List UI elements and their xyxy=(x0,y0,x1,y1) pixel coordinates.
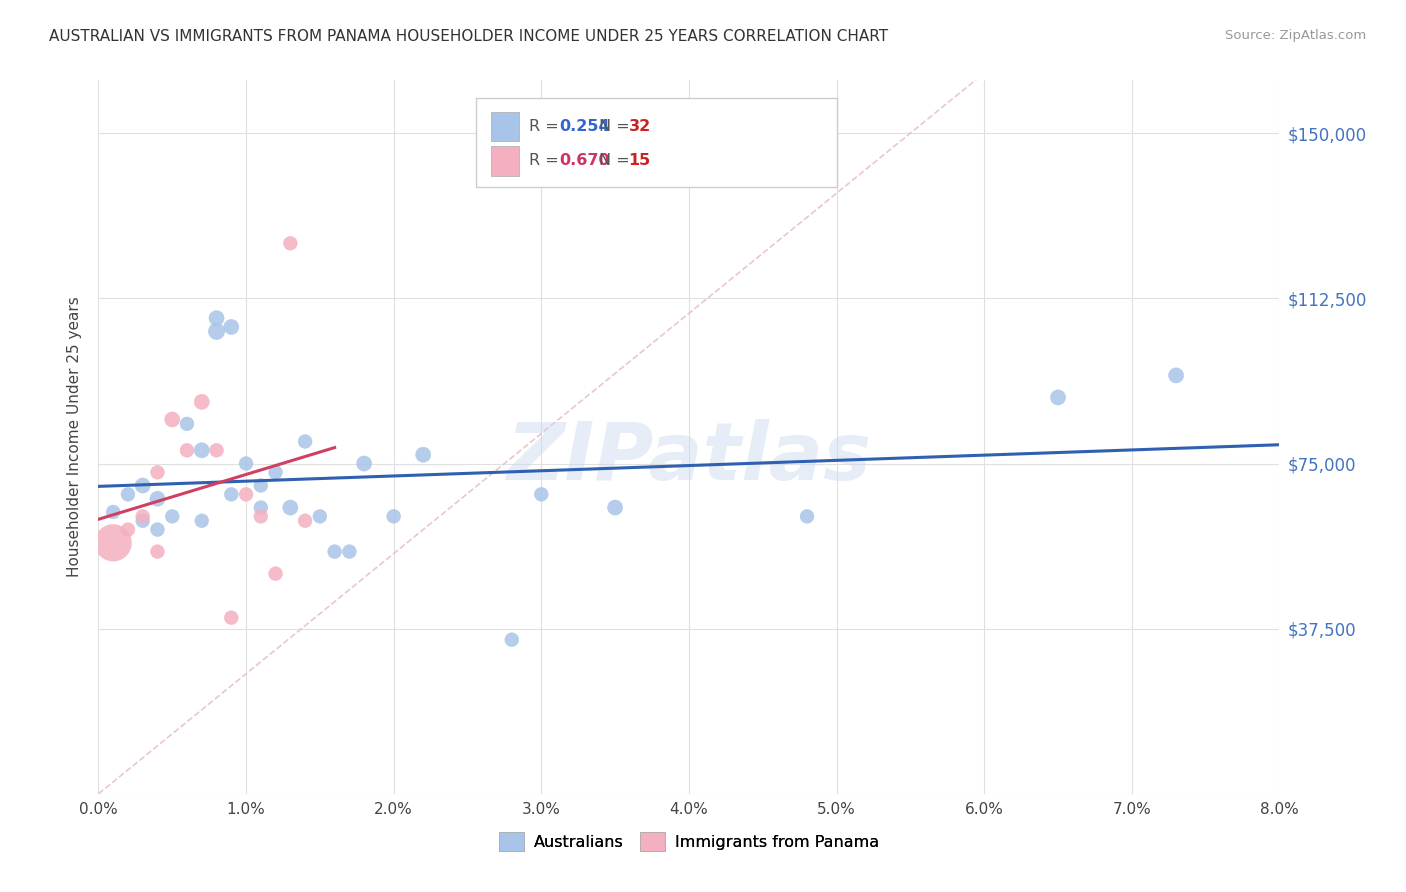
Point xyxy=(235,487,257,501)
Point xyxy=(382,509,405,524)
Point xyxy=(132,478,155,492)
Point xyxy=(146,491,169,506)
Text: 32: 32 xyxy=(628,119,651,134)
Legend: Australians, Immigrants from Panama: Australians, Immigrants from Panama xyxy=(492,826,886,857)
Text: 15: 15 xyxy=(628,153,651,169)
Point xyxy=(146,544,169,558)
Text: ZIPatlas: ZIPatlas xyxy=(506,419,872,498)
Point xyxy=(146,466,169,480)
Point xyxy=(205,311,228,326)
Point xyxy=(250,509,273,524)
Text: R =: R = xyxy=(529,119,564,134)
Point xyxy=(221,610,243,624)
Text: AUSTRALIAN VS IMMIGRANTS FROM PANAMA HOUSEHOLDER INCOME UNDER 25 YEARS CORRELATI: AUSTRALIAN VS IMMIGRANTS FROM PANAMA HOU… xyxy=(49,29,889,44)
Point xyxy=(176,417,198,431)
Point xyxy=(323,544,346,558)
Point xyxy=(205,443,228,458)
Text: 0.254: 0.254 xyxy=(560,119,610,134)
Bar xyxy=(491,146,519,176)
Point xyxy=(412,448,434,462)
Point xyxy=(132,509,155,524)
Point xyxy=(191,443,214,458)
Point xyxy=(501,632,523,647)
FancyBboxPatch shape xyxy=(477,98,837,187)
Text: R =: R = xyxy=(529,153,564,169)
Point xyxy=(146,523,169,537)
Point xyxy=(294,514,316,528)
Point xyxy=(176,443,198,458)
Text: N =: N = xyxy=(599,153,636,169)
Point xyxy=(205,324,228,338)
Point xyxy=(235,457,257,471)
Point xyxy=(353,457,375,471)
Text: 0.670: 0.670 xyxy=(560,153,610,169)
Point xyxy=(530,487,553,501)
Point xyxy=(132,514,155,528)
Y-axis label: Householder Income Under 25 years: Householder Income Under 25 years xyxy=(67,297,83,577)
Point xyxy=(191,394,214,409)
Point xyxy=(796,509,818,524)
Point xyxy=(605,500,627,515)
Point xyxy=(103,536,125,550)
Point xyxy=(339,544,361,558)
Point xyxy=(191,514,214,528)
Point xyxy=(162,412,183,426)
Point xyxy=(250,478,273,492)
Point xyxy=(221,487,243,501)
Point xyxy=(280,500,302,515)
Point xyxy=(1046,391,1070,405)
Point xyxy=(103,505,125,519)
Point xyxy=(280,236,302,251)
Text: N =: N = xyxy=(599,119,636,134)
Text: Source: ZipAtlas.com: Source: ZipAtlas.com xyxy=(1226,29,1367,42)
Point xyxy=(250,500,273,515)
Point xyxy=(1166,368,1188,383)
Point xyxy=(117,523,139,537)
Point xyxy=(264,466,287,480)
Point xyxy=(117,487,139,501)
Point xyxy=(264,566,287,581)
Point xyxy=(294,434,316,449)
Point xyxy=(162,509,183,524)
Point xyxy=(221,320,243,334)
Bar xyxy=(491,112,519,141)
Point xyxy=(309,509,332,524)
